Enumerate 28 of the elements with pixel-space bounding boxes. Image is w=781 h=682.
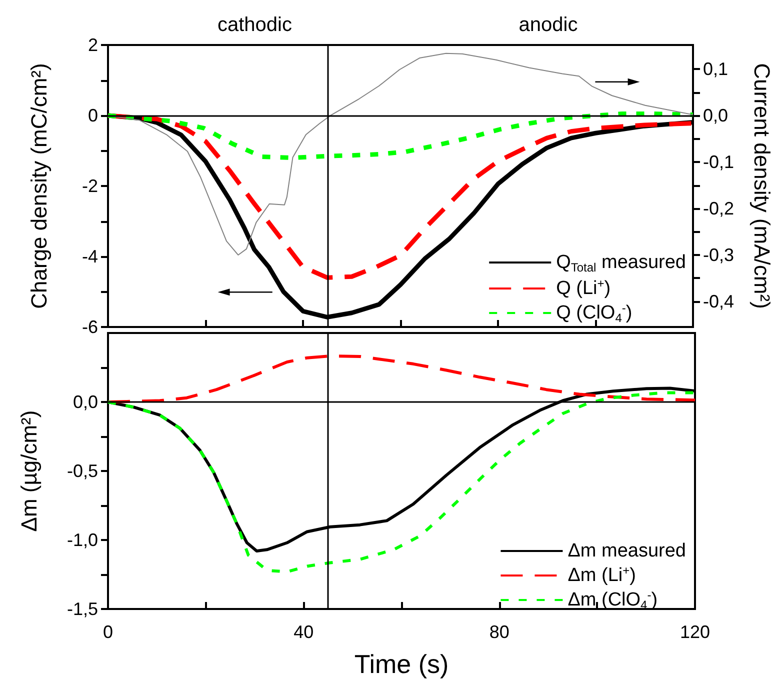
y-tick-label: -4 <box>82 246 98 266</box>
y2-axis-title: Current density (mA/cm²) <box>750 63 774 309</box>
y2-tick-label: 0,1 <box>703 59 728 80</box>
x-tick-label: 120 <box>680 622 710 642</box>
y2-tick-label: -0,1 <box>703 152 734 172</box>
text: cathodic <box>218 14 292 36</box>
y-tick-label: -2 <box>82 176 98 196</box>
y2-tick-label: 0,0 <box>703 106 728 126</box>
legend-label: Q (Li+) <box>556 276 611 299</box>
y-axis-title: Δm (µg/cm²) <box>16 410 42 532</box>
y-tick-label: 2 <box>88 35 98 55</box>
text: anodic <box>518 14 578 36</box>
y-tick-label: -0,5 <box>66 461 98 481</box>
y2-tick-label: -0,4 <box>703 291 734 312</box>
y-tick-label: 0,0 <box>72 392 98 412</box>
legend-label: Δm (Li+) <box>568 564 636 586</box>
y-tick-label: -1,5 <box>66 599 98 619</box>
y-tick-label: -1,0 <box>66 530 98 550</box>
y2-tick-label: -0,3 <box>703 244 734 265</box>
legend-label: Δm measured <box>568 540 686 562</box>
x-tick-label: 0 <box>102 622 114 642</box>
y-tick-label: -6 <box>82 317 98 337</box>
x-tick-label: 80 <box>489 622 510 642</box>
y-tick-label: 0 <box>88 106 98 126</box>
y2-tick-label: -0,2 <box>703 198 734 219</box>
x-tick-label: 40 <box>294 622 314 642</box>
x-axis-title: Time (s) <box>354 649 449 679</box>
y-axis-title: Charge density (mC/cm²) <box>26 63 52 309</box>
